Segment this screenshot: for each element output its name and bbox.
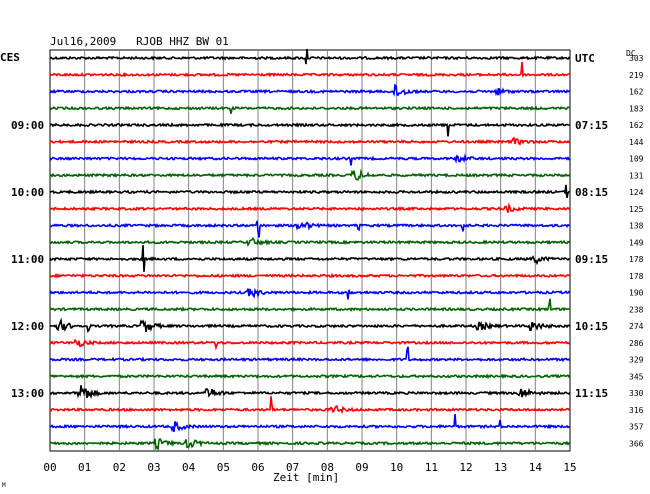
trace-line [49,385,571,400]
left-time-label: 10:00 [11,186,44,199]
dc-offset-value: 330 [629,389,644,398]
dc-offset-value: 178 [629,272,644,281]
x-tick-label: 06 [251,461,264,474]
dc-offset-value: 316 [629,406,644,415]
x-tick-label: 08 [321,461,334,474]
plot-frame [49,49,571,452]
x-tick-label: 02 [113,461,126,474]
dc-offset-value: 345 [629,372,644,381]
trace-line [49,83,571,97]
right-time-label: 08:15 [575,186,608,199]
trace-line [49,136,571,146]
trace-line [49,184,571,199]
x-tick-label: 01 [78,461,91,474]
dc-offset-value: 124 [629,188,644,197]
trace-line [49,236,571,248]
x-tick-label: 00 [43,461,56,474]
dc-offset-value: 178 [629,255,644,264]
dc-offset-value: 303 [629,54,644,63]
left-timezone-label: CES [0,51,20,64]
right-time-label: 09:15 [575,253,608,266]
grid-layer [49,49,571,452]
left-time-label: 13:00 [11,387,44,400]
dc-offset-value: 190 [629,289,644,298]
dc-offset-value: 162 [629,121,644,130]
trace-line [49,48,571,65]
dc-offset-value: 183 [629,104,644,113]
trace-line [49,122,571,137]
dc-offset-value: 144 [629,138,644,147]
left-time-label: 11:00 [11,253,44,266]
trace-line [49,373,571,380]
x-tick-label: 11 [425,461,438,474]
dc-offset-value: 131 [629,171,644,180]
trace-line [49,437,571,452]
trace-line [49,396,571,415]
left-time-label: 09:00 [11,119,44,132]
trace-line [50,220,570,238]
x-tick-label: 03 [147,461,160,474]
x-tick-label: 12 [459,461,472,474]
x-tick-label: 14 [529,461,543,474]
x-axis-label: Zeit [min] [273,471,339,484]
dc-offset-value: 286 [629,339,644,348]
x-tick-label: 07 [286,461,299,474]
x-tick-label: 10 [390,461,403,474]
x-tick-label: 09 [355,461,368,474]
x-tick-label: 15 [563,461,576,474]
dc-offset-value: 149 [629,238,644,247]
right-time-label: UTC [575,52,595,65]
dc-offset-value: 357 [629,423,644,432]
trace-line [49,202,571,213]
trace-line [49,153,571,166]
trace-line [49,338,571,351]
right-time-label: 07:15 [575,119,608,132]
dc-offset-value: 366 [629,439,644,448]
right-time-label: 10:15 [575,320,608,333]
dc-offset-value: 329 [629,356,644,365]
dc-offset-value: 274 [629,322,644,331]
dc-offset-value: 219 [629,71,644,80]
trace-line [49,414,571,433]
trace-line [49,272,571,279]
trace-line [50,317,571,333]
trace-line [49,346,571,363]
left-time-label: 12:00 [11,320,44,333]
right-time-label: 11:15 [575,387,608,400]
trace-line [49,298,571,313]
dc-offset-value: 162 [629,88,644,97]
x-tick-label: 05 [217,461,230,474]
labels-layer: Jul16,2009 RJOB HHZ BW 01 CES DC Zeit [m… [0,35,644,489]
dc-label: DC [626,49,636,58]
dc-offset-value: 109 [629,155,644,164]
x-tick-label: 04 [182,461,196,474]
trace-line [49,61,570,78]
chart-title: Jul16,2009 RJOB HHZ BW 01 [50,35,229,48]
dc-offset-value: 125 [629,205,644,214]
trace-line [49,287,571,300]
dc-offset-value: 238 [629,305,644,314]
trace-line [49,105,571,114]
x-tick-label: 13 [494,461,507,474]
traces-layer [49,48,571,452]
dc-offset-value: 138 [629,222,644,231]
trace-line [49,245,570,272]
trace-line [49,168,571,181]
footer-mark: M [2,482,6,489]
